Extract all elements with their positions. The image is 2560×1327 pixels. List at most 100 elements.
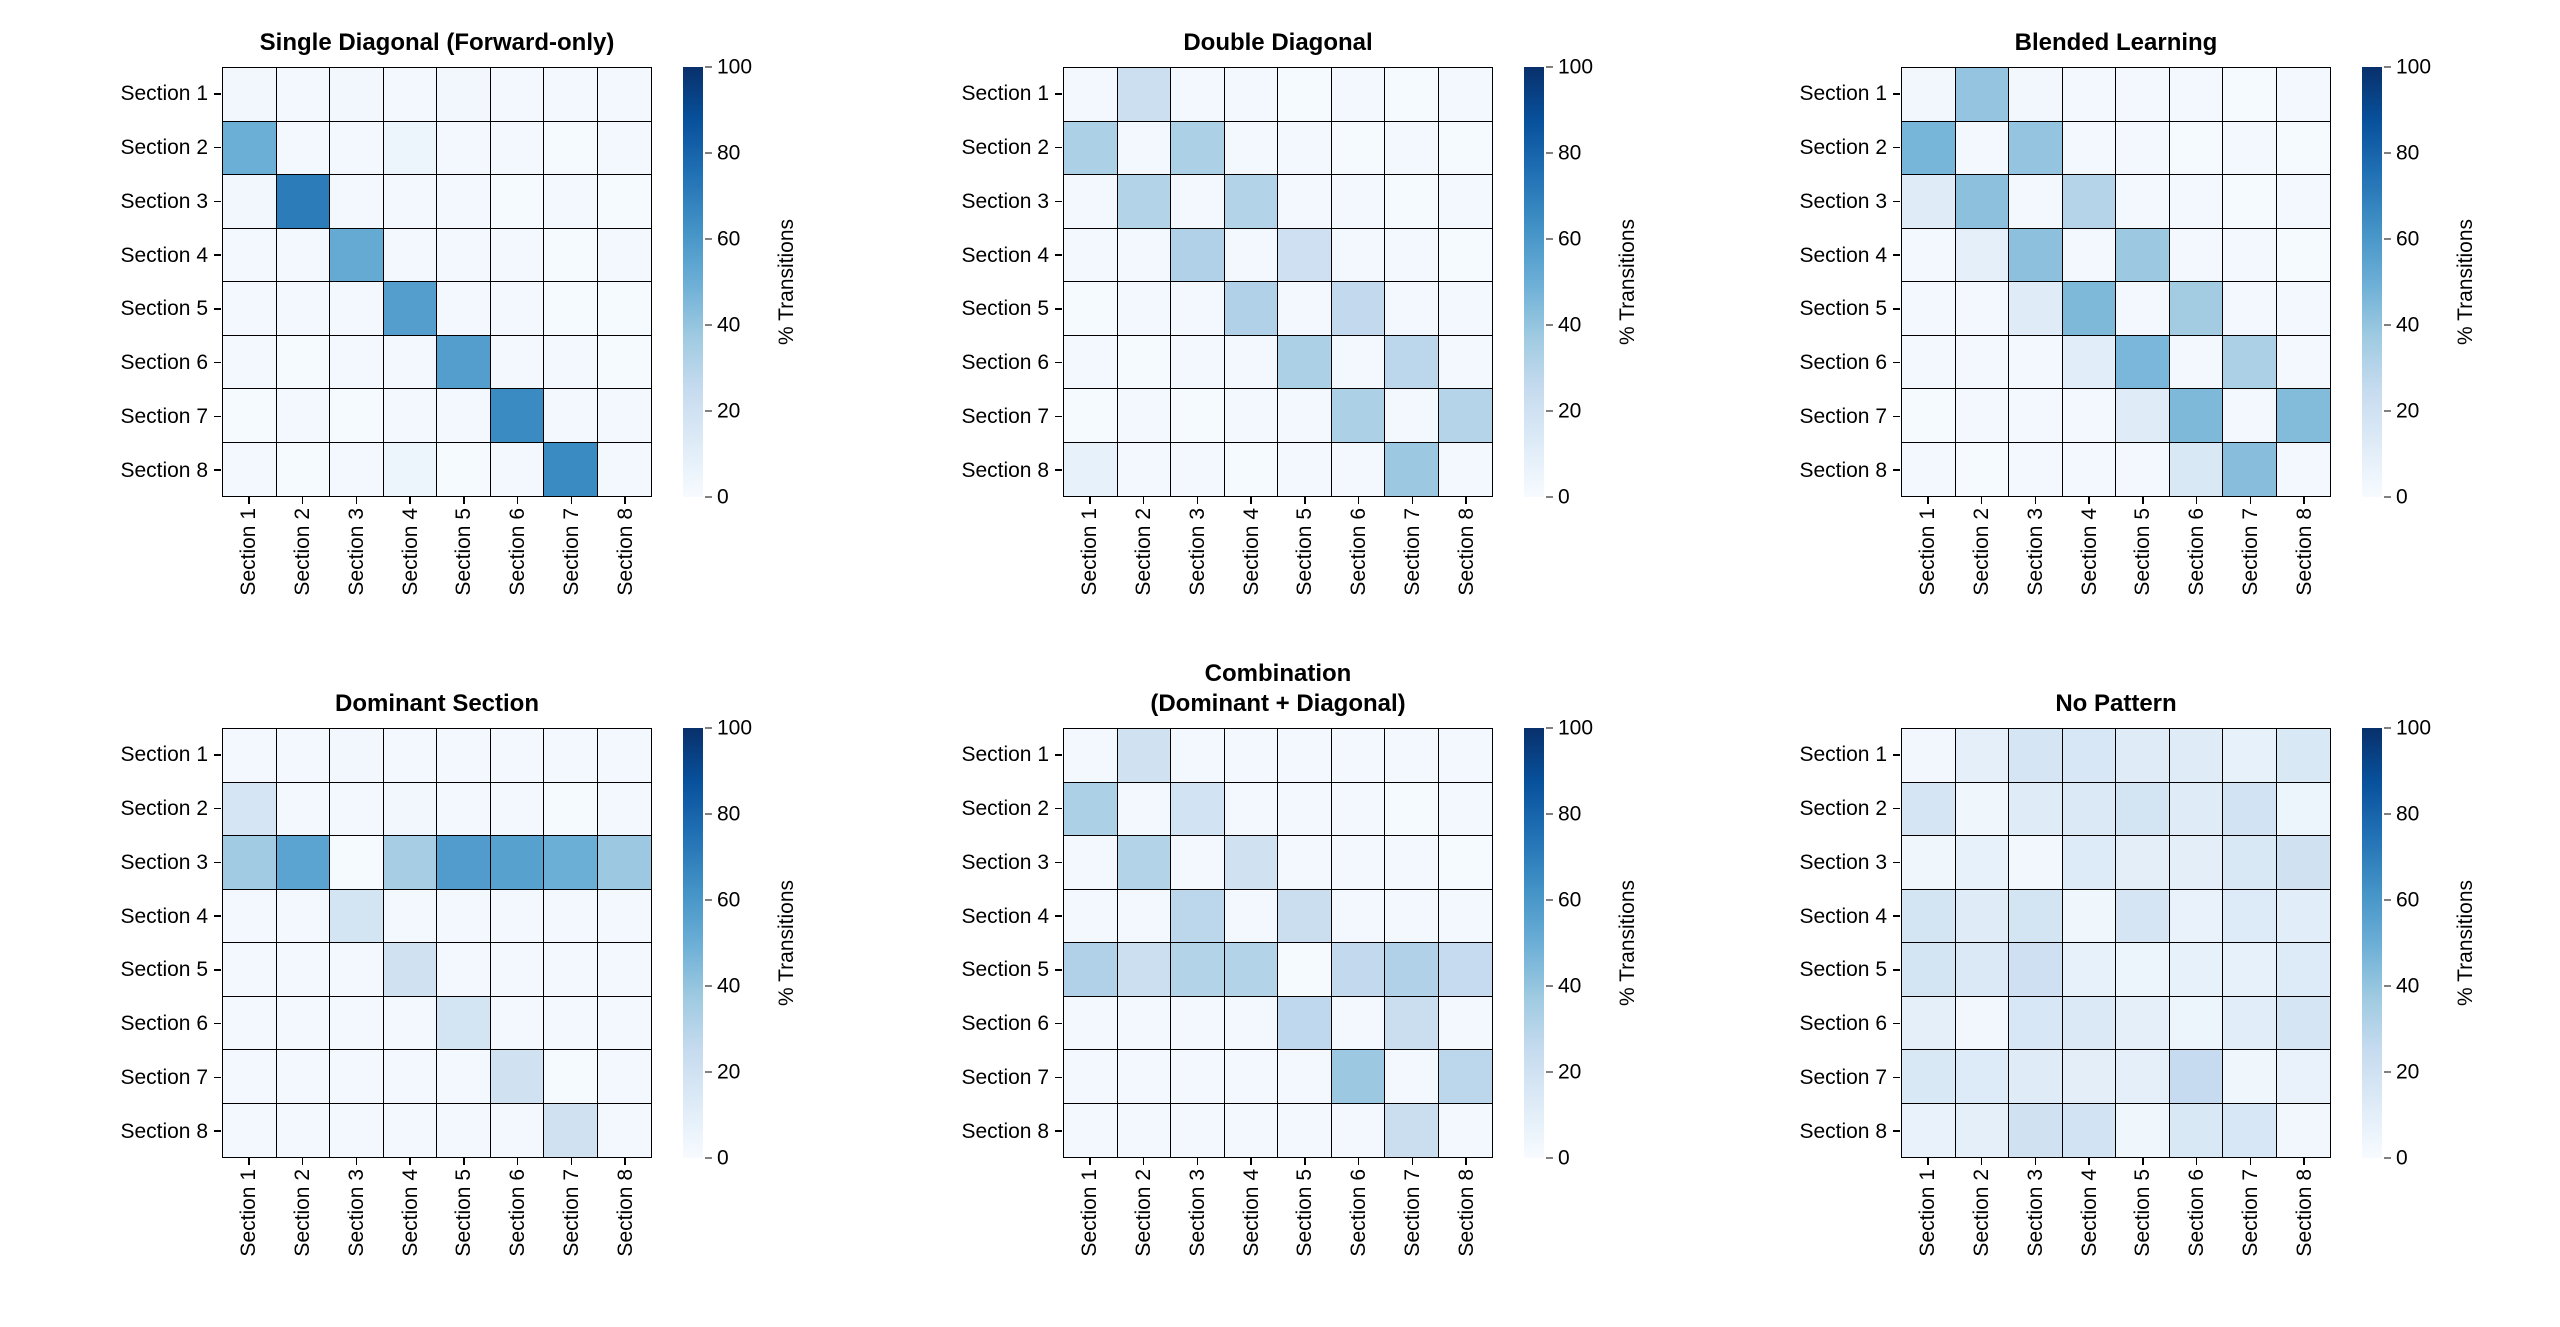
y-tick-label: Section 8 bbox=[1, 443, 221, 497]
colorbar-tick-mark bbox=[2384, 1071, 2391, 1073]
y-tick-mark bbox=[214, 93, 221, 95]
y-tick-mark bbox=[1055, 361, 1062, 364]
y-tick-label: Section 6 bbox=[842, 336, 1062, 390]
y-tick-mark bbox=[1055, 754, 1062, 756]
colorbar-tick-mark bbox=[1546, 899, 1553, 901]
x-tick-label: Section 3 bbox=[2009, 1158, 2063, 1257]
y-tick-mark bbox=[1893, 1076, 1900, 1079]
x-tick-mark bbox=[1357, 1158, 1360, 1165]
x-tick-label: Section 6 bbox=[1332, 497, 1386, 596]
x-tick-mark bbox=[1250, 1158, 1252, 1165]
x-tick-text: Section 1 bbox=[1916, 508, 1940, 596]
heatmap-cell bbox=[1902, 889, 1956, 943]
heatmap-cell bbox=[2169, 68, 2223, 122]
y-tick-label: Section 5 bbox=[1680, 943, 1900, 997]
heatmap-cell bbox=[1171, 1103, 1225, 1157]
heatmap-cell bbox=[1955, 1050, 2009, 1104]
heatmap-cell bbox=[1224, 943, 1278, 997]
x-tick-mark bbox=[2303, 1158, 2305, 1165]
colorbar-tick-mark bbox=[705, 727, 712, 729]
colorbar-tick-mark bbox=[1546, 985, 1553, 987]
colorbar-gradient bbox=[683, 728, 703, 1158]
heatmap-cell bbox=[1224, 389, 1278, 443]
colorbar-tick-mark bbox=[1546, 1157, 1553, 1159]
heatmap-cell bbox=[223, 335, 277, 389]
x-tick-label: Section 4 bbox=[383, 497, 437, 596]
colorbar-tick-mark bbox=[705, 324, 712, 326]
heatmap-cell bbox=[437, 1050, 491, 1104]
x-tick-text: Section 4 bbox=[1239, 1169, 1263, 1257]
heatmap-cell bbox=[544, 68, 598, 122]
heatmap-cell bbox=[1171, 889, 1225, 943]
y-tick-label: Section 1 bbox=[842, 728, 1062, 782]
colorbar-tick-text: 80 bbox=[1558, 141, 1582, 165]
heatmap-cell bbox=[544, 889, 598, 943]
colorbar-tick-text: 40 bbox=[2396, 313, 2420, 337]
heatmap-cell bbox=[1278, 68, 1332, 122]
y-tick-label: Section 1 bbox=[1680, 67, 1900, 121]
y-tick-text: Section 2 bbox=[1799, 797, 1887, 821]
heatmap-cell bbox=[1278, 729, 1332, 783]
heatmap-cell bbox=[2276, 335, 2330, 389]
heatmap-cell bbox=[1331, 782, 1385, 836]
y-tick-text: Section 2 bbox=[961, 136, 1049, 160]
x-tick-mark bbox=[301, 497, 304, 504]
y-tick-text: Section 8 bbox=[961, 458, 1049, 482]
heatmap-grid bbox=[222, 728, 652, 1158]
colorbar-gradient bbox=[1524, 728, 1544, 1158]
colorbar-tick-mark bbox=[2384, 410, 2391, 412]
heatmap-cell bbox=[544, 442, 598, 496]
colorbar-tick-text: 60 bbox=[717, 227, 741, 251]
y-tick-text: Section 1 bbox=[961, 82, 1049, 106]
x-tick-mark bbox=[1304, 1158, 1306, 1165]
heatmap-cell bbox=[1171, 729, 1225, 783]
x-tick-text: Section 5 bbox=[1293, 1169, 1317, 1257]
heatmap-cell bbox=[383, 335, 437, 389]
heatmap-cell bbox=[330, 996, 384, 1050]
colorbar-tick-mark bbox=[1546, 152, 1553, 154]
heatmap-cell bbox=[1331, 175, 1385, 229]
heatmap-cell bbox=[1064, 1103, 1118, 1157]
heatmap-cell bbox=[597, 335, 651, 389]
y-tick-mark bbox=[214, 969, 221, 971]
heatmap-cell bbox=[544, 729, 598, 783]
y-tick-mark bbox=[214, 415, 221, 418]
x-tick-mark bbox=[1465, 497, 1467, 504]
heatmap-cell bbox=[544, 121, 598, 175]
heatmap-cell bbox=[1224, 996, 1278, 1050]
heatmap-cell bbox=[1064, 68, 1118, 122]
heatmap-cell bbox=[2062, 729, 2116, 783]
colorbar-ticks: 0 20 40 60 80 100 bbox=[2382, 718, 2472, 1169]
heatmap-cell bbox=[490, 889, 544, 943]
y-tick-text: Section 6 bbox=[1799, 1012, 1887, 1036]
x-tick-text: Section 3 bbox=[2023, 508, 2047, 596]
x-tick-label: Section 6 bbox=[1332, 1158, 1386, 1257]
x-tick-text: Section 3 bbox=[2023, 1169, 2047, 1257]
heatmap-cell bbox=[1278, 175, 1332, 229]
x-tick-text: Section 1 bbox=[1078, 508, 1102, 596]
x-tick-label: Section 8 bbox=[1439, 497, 1493, 596]
heatmap-cell bbox=[383, 282, 437, 336]
heatmap-cell bbox=[276, 335, 330, 389]
x-tick-mark bbox=[2088, 497, 2090, 504]
y-tick-text: Section 6 bbox=[1799, 351, 1887, 375]
heatmap-cell bbox=[1117, 175, 1171, 229]
y-tick-mark bbox=[1055, 807, 1062, 810]
y-tick-mark bbox=[1893, 1130, 1900, 1132]
subplot-title: Dominant Section bbox=[334, 690, 539, 717]
y-tick-text: Section 7 bbox=[961, 1065, 1049, 1089]
heatmap-cell bbox=[2116, 228, 2170, 282]
heatmap-cell bbox=[1064, 335, 1118, 389]
x-tick-mark bbox=[1196, 1158, 1199, 1165]
heatmap-cell bbox=[1331, 729, 1385, 783]
heatmap-cell bbox=[597, 68, 651, 122]
y-tick-mark bbox=[1055, 1130, 1062, 1132]
x-tick-text: Section 4 bbox=[2077, 1169, 2101, 1257]
y-tick-text: Section 8 bbox=[1799, 1119, 1887, 1143]
heatmap-cell bbox=[437, 335, 491, 389]
x-tick-label: Section 6 bbox=[2170, 497, 2224, 596]
heatmap-cell bbox=[1117, 121, 1171, 175]
heatmap-cell bbox=[2116, 943, 2170, 997]
heatmap-cell bbox=[597, 889, 651, 943]
